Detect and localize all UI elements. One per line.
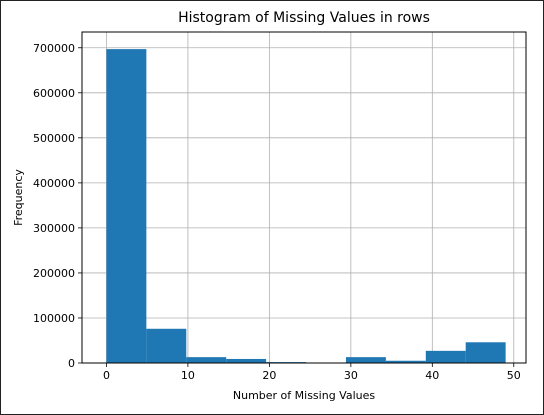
- bar-0: [106, 49, 147, 364]
- x-tick-label-2: 20: [262, 369, 276, 382]
- x-tick-label-0: 0: [103, 369, 110, 382]
- bar-7: [385, 360, 426, 363]
- y-tick-label-7: 700000: [33, 42, 75, 55]
- y-ticks: 0 100000 200000 300000 400000 500000 600000 700…: [33, 42, 82, 370]
- x-tick-label-3: 30: [344, 369, 358, 382]
- x-axis-label: Number of Missing Values: [233, 389, 376, 402]
- y-tick-label-1: 100000: [33, 312, 75, 325]
- x-tick-label-4: 40: [425, 369, 439, 382]
- y-tick-label-5: 500000: [33, 132, 75, 145]
- y-tick-label-2: 200000: [33, 267, 75, 280]
- x-ticks: 0 10 20 30 40 50: [103, 363, 521, 382]
- bar-8: [425, 350, 466, 363]
- bar-2: [186, 357, 227, 363]
- y-tick-label-4: 400000: [33, 177, 75, 190]
- bar-9: [465, 342, 506, 363]
- y-tick-label-0: 0: [68, 357, 75, 370]
- bar-3: [226, 358, 267, 363]
- chart-title: Histogram of Missing Values in rows: [178, 10, 430, 26]
- y-tick-label-3: 300000: [33, 222, 75, 235]
- axes-box: [81, 31, 527, 364]
- bar-1: [146, 328, 187, 363]
- y-axis-label: Frequency: [12, 169, 25, 226]
- bars: [106, 49, 506, 364]
- grid-lines: [82, 32, 526, 364]
- x-tick-label-5: 50: [507, 369, 521, 382]
- y-tick-label-6: 600000: [33, 87, 75, 100]
- bar-6: [345, 357, 386, 363]
- x-tick-label-1: 10: [181, 369, 195, 382]
